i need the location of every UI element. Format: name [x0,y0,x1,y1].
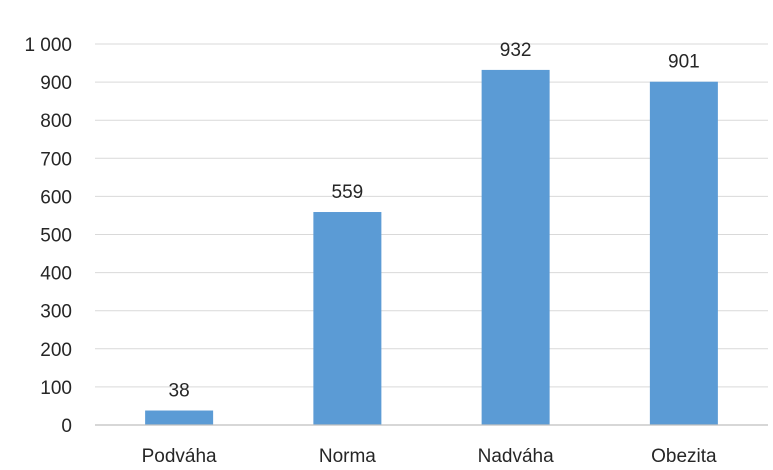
y-tick-label: 800 [40,111,72,132]
bar-obezita [649,81,718,426]
y-tick-label: 0 [61,416,72,437]
x-tick-label: Nadváha [478,446,554,467]
y-tick-label: 200 [40,340,72,361]
y-axis: 0 100 200 300 400 500 600 700 800 900 1 000 [24,35,72,437]
x-tick-label: Obezita [651,446,717,467]
data-labels: 38 559 932 901 [169,40,700,402]
bars [145,69,718,426]
data-label-obezita: 901 [668,52,700,73]
data-label-nadváha: 932 [500,40,532,61]
y-tick-label: 300 [40,302,72,323]
y-tick-label: 700 [40,149,72,170]
data-label-norma: 559 [332,182,364,203]
x-tick-label: Podváha [142,446,217,467]
bar-norma [313,212,382,425]
data-label-podváha: 38 [169,381,190,402]
y-tick-label: 600 [40,187,72,208]
y-tick-label: 900 [40,73,72,94]
y-tick-label: 500 [40,226,72,247]
x-axis: Podváha Norma Nadváha Obezita [95,424,768,467]
bar-podváha [145,410,214,425]
y-tick-label: 100 [40,378,72,399]
gridlines [95,43,768,388]
bar-nadváha [481,69,550,426]
y-tick-label: 400 [40,264,72,285]
x-tick-label: Norma [319,446,376,467]
y-tick-label: 1 000 [24,35,72,56]
